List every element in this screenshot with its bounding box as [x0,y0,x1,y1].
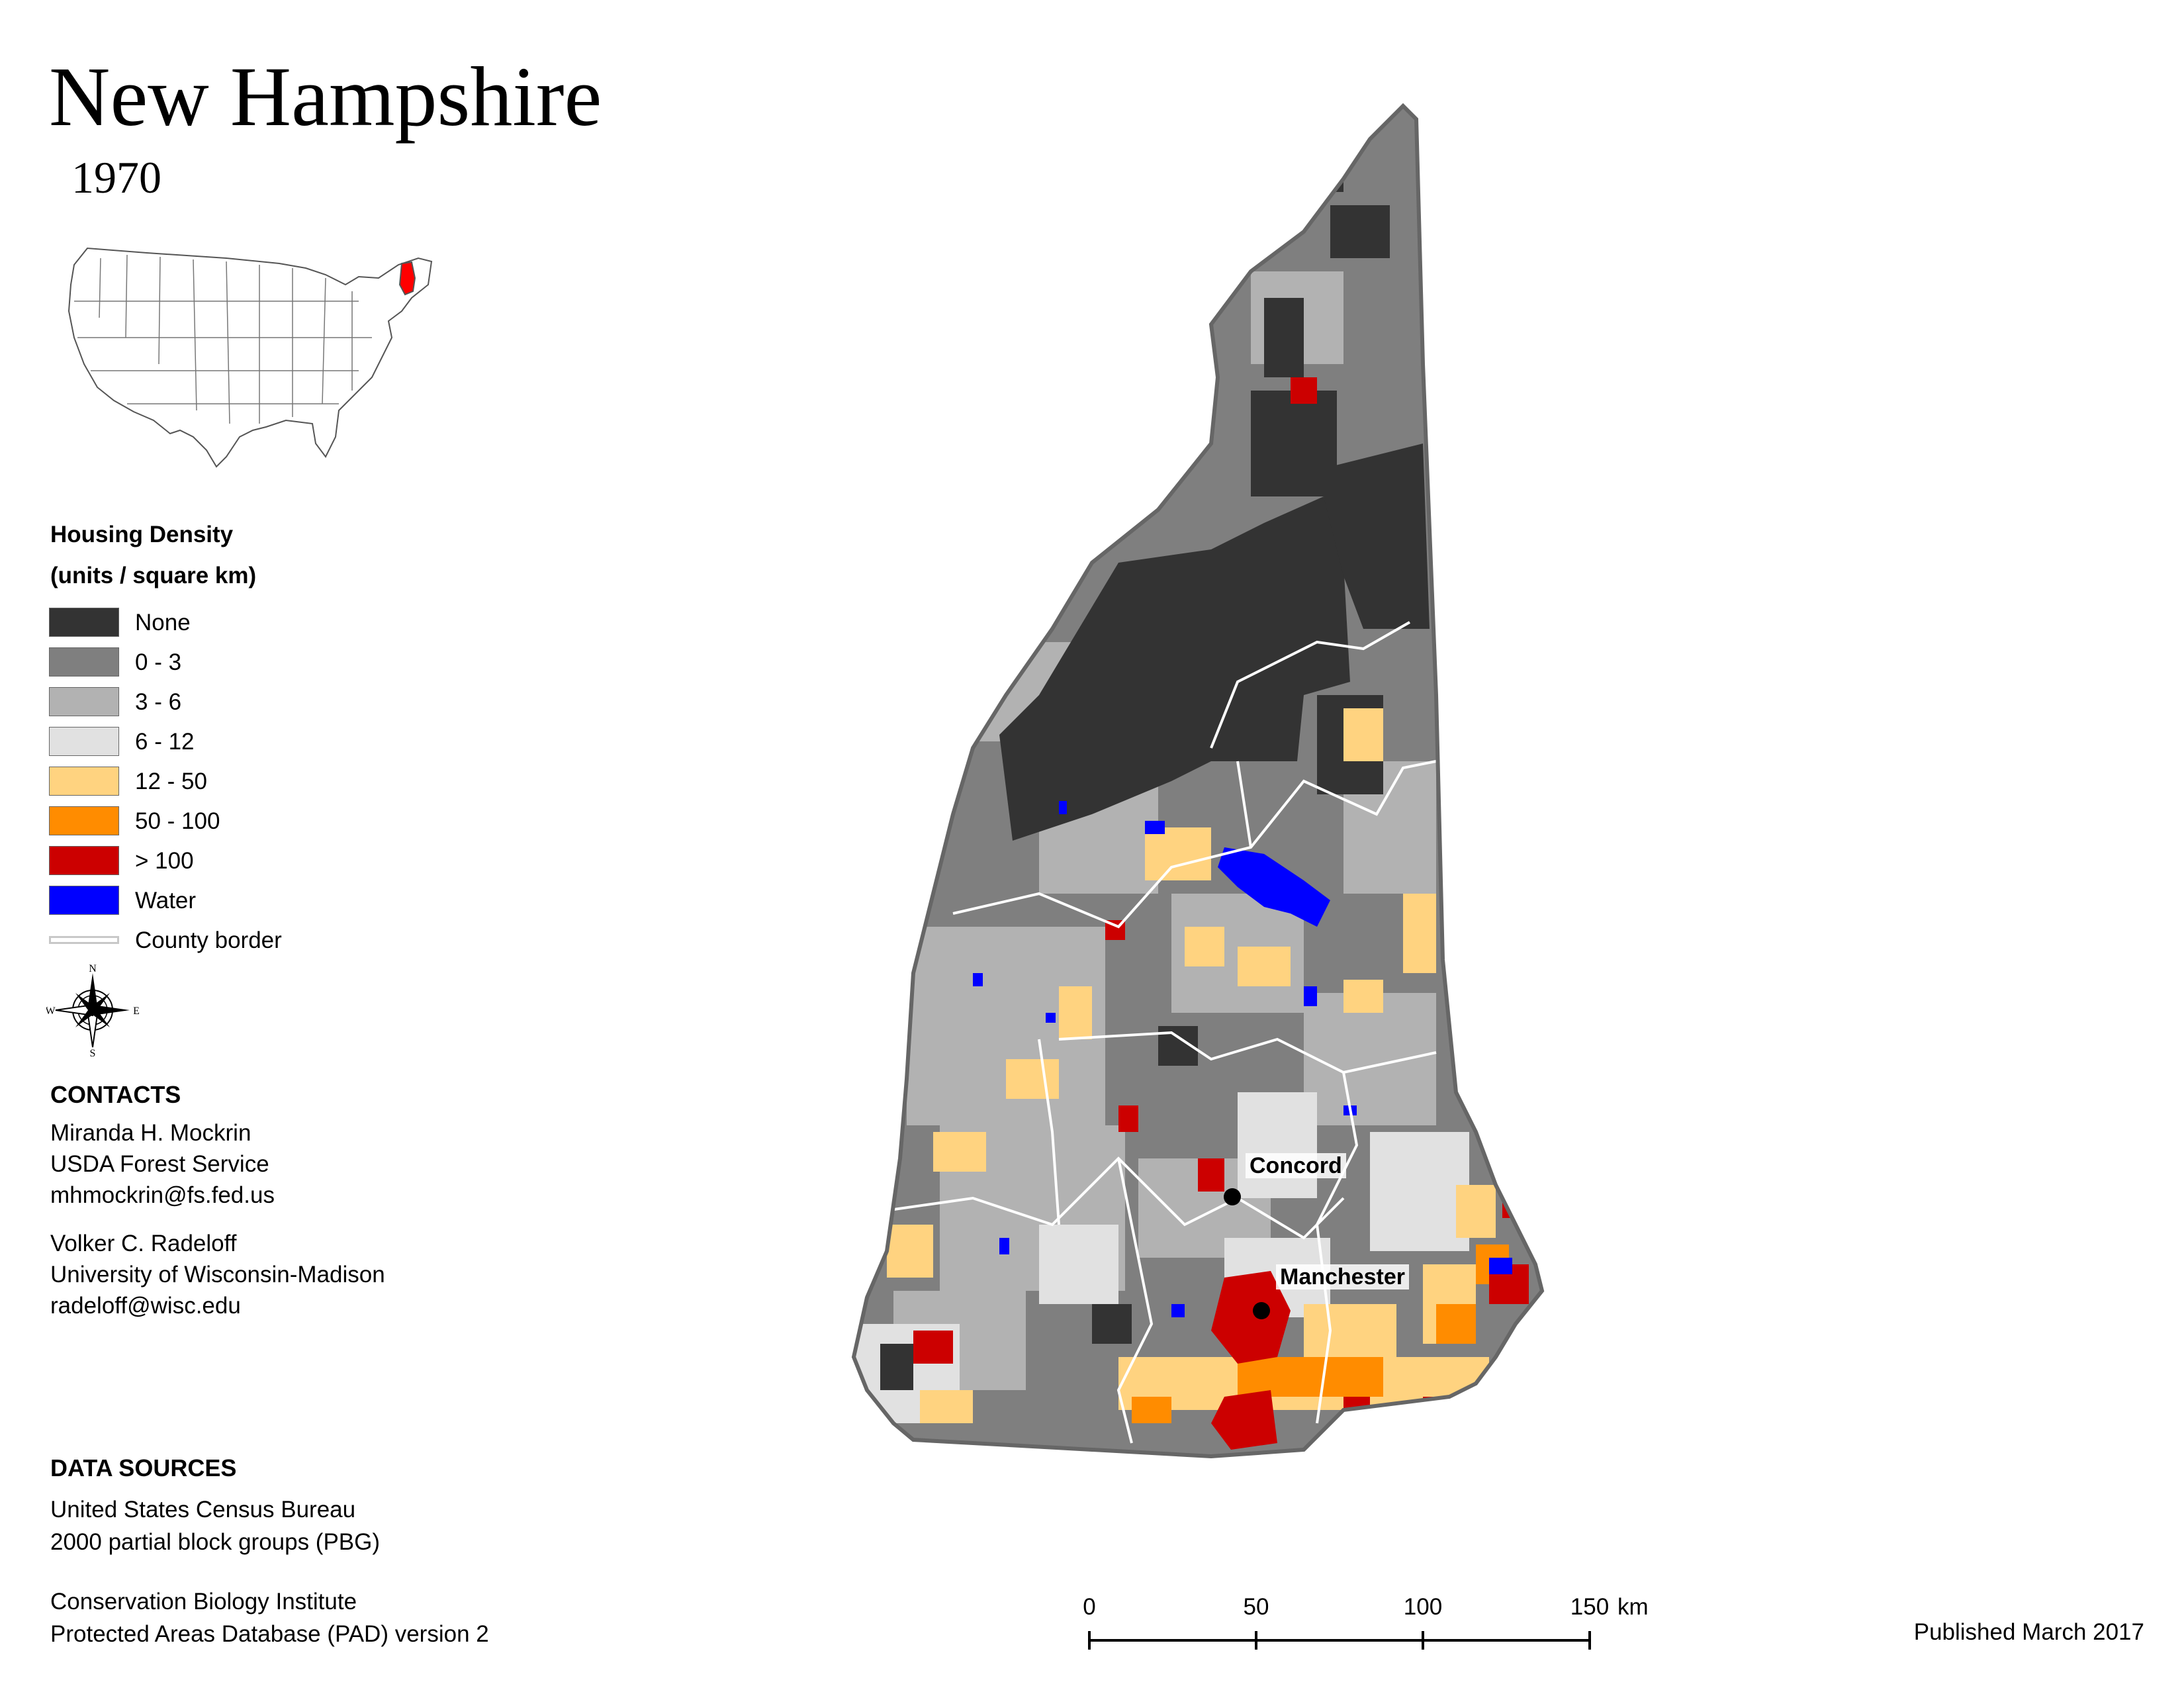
scale-tick-0: 0 [1083,1594,1096,1620]
legend-item-50-100: 50 - 100 [49,805,220,837]
legend-label: 0 - 3 [135,649,182,675]
legend-label: 3 - 6 [135,688,182,715]
contact-2-org: University of Wisconsin-Madison [50,1262,385,1288]
scale-tick-150: 150 [1570,1594,1610,1620]
legend-label: Water [135,887,197,914]
legend-title: Housing Density [50,522,234,547]
scale-bar [1088,1631,1591,1650]
legend-label: County border [135,927,282,953]
scale-tick-100: 100 [1403,1594,1443,1620]
scale-tick-50: 50 [1243,1594,1269,1620]
compass-rose-icon: N S E W [46,964,139,1056]
legend-swatch [49,647,119,677]
concord-marker [1224,1188,1241,1205]
legend-swatch [49,687,119,716]
new-hampshire-highlight [398,261,416,296]
compass-s: S [90,1048,96,1056]
data-source-line-4: Protected Areas Database (PAD) version 2 [50,1621,489,1647]
scale-unit: km [1617,1594,1649,1620]
legend-item-3-6: 3 - 6 [49,686,181,718]
contact-1-name: Miranda H. Mockrin [50,1120,251,1146]
data-sources-heading: DATA SOURCES [50,1454,237,1481]
legend-swatch [49,846,119,875]
contact-1-org: USDA Forest Service [50,1151,269,1177]
compass-n: N [89,964,97,974]
nashua-urban [1211,1390,1277,1450]
data-source-line-2: 2000 partial block groups (PBG) [50,1529,381,1555]
data-source-line-1: United States Census Bureau [50,1497,356,1523]
legend-swatch [49,767,119,796]
data-source-line-3: Conservation Biology Institute [50,1589,357,1615]
published-date: Published March 2017 [1913,1619,2144,1645]
compass-w: W [46,1006,56,1017]
lake-winnipesaukee [1218,847,1330,927]
legend-swatch [49,608,119,637]
manchester-urban [1211,1271,1291,1364]
contact-1-email[interactable]: mhmockrin@fs.fed.us [50,1182,275,1208]
legend-item-none: None [49,606,191,638]
legend-item-0-3: 0 - 3 [49,646,181,678]
legend-units: (units / square km) [50,563,257,588]
new-hampshire-map [851,103,1545,1459]
legend-item-over-100: > 100 [49,845,194,876]
us-outline [68,247,433,468]
county-border-swatch [49,936,119,944]
legend-label: > 100 [135,847,194,874]
legend-item-6-12: 6 - 12 [49,726,195,757]
compass-e: E [133,1006,139,1017]
legend-swatch [49,727,119,756]
us-locator-inset [68,247,433,468]
legend-label: 50 - 100 [135,808,220,834]
state-outline [851,103,1545,1459]
legend-swatch [49,886,119,915]
legend-item-12-50: 12 - 50 [49,765,207,797]
contact-2-name: Volker C. Radeloff [50,1231,237,1256]
map-year: 1970 [71,152,161,203]
contacts-heading: CONTACTS [50,1081,181,1108]
legend-item-county-border: County border [49,924,282,956]
legend-label: 12 - 50 [135,768,207,794]
contact-2-email[interactable]: radeloff@wisc.edu [50,1293,241,1319]
city-label-manchester: Manchester [1276,1264,1409,1289]
legend-swatch [49,806,119,835]
legend-item-water: Water [49,884,196,916]
legend-label: None [135,609,191,635]
map-title: New Hampshire [49,50,602,144]
manchester-marker [1253,1302,1270,1319]
legend-label: 6 - 12 [135,728,195,755]
city-label-concord: Concord [1246,1153,1346,1178]
